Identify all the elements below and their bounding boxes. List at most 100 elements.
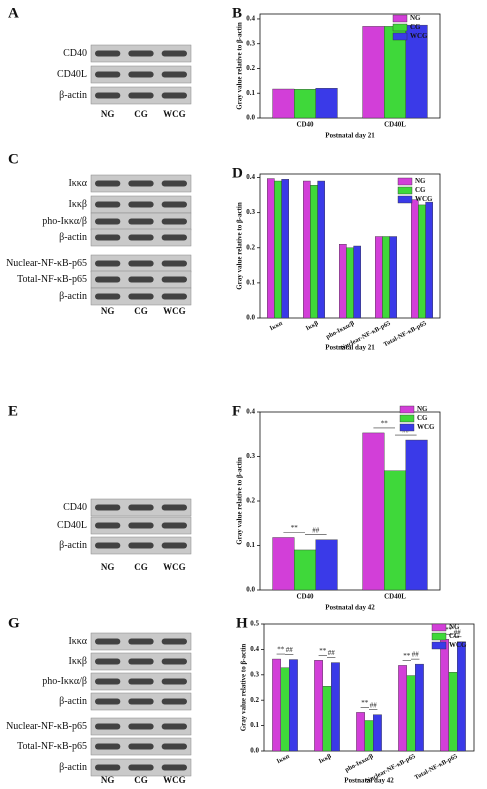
y-axis-label: Gray value relative to β-actin xyxy=(236,457,244,545)
lane-label: WCG xyxy=(163,306,186,316)
blot-band xyxy=(128,180,154,187)
blot-band xyxy=(128,234,154,241)
y-tick-label: 0.5 xyxy=(250,620,259,628)
sig-label: ** xyxy=(277,646,285,654)
sig-label: ## xyxy=(412,651,420,659)
bar xyxy=(389,236,398,319)
blot-band xyxy=(95,723,121,730)
bar xyxy=(317,180,326,319)
bar xyxy=(384,470,407,591)
blot-row-label: CD40 xyxy=(63,502,87,513)
x-axis-label: Postnatal day 21 xyxy=(325,344,375,352)
blot-row-label: Total-NF-κB-p65 xyxy=(17,274,87,285)
blot-band xyxy=(128,71,154,78)
blot-band xyxy=(95,71,121,78)
bar xyxy=(364,720,374,752)
blot-band xyxy=(95,764,121,771)
x-tick-label: pho-Iκκα/β xyxy=(325,320,356,341)
blot-band xyxy=(95,743,121,750)
lane-label: NG xyxy=(101,775,115,785)
blot-band xyxy=(161,218,187,225)
bar xyxy=(425,201,434,319)
blot-band xyxy=(161,764,187,771)
lane-label: NG xyxy=(101,306,115,316)
blot-band xyxy=(128,764,154,771)
legend-label: CG xyxy=(417,414,428,422)
x-tick-label: Iκκβ xyxy=(318,753,333,766)
blot-band xyxy=(128,542,154,549)
blot-row-label: β-actin xyxy=(59,762,87,773)
blot-row-label: CD40 xyxy=(63,48,87,59)
bar xyxy=(346,247,354,319)
panel-letter: H xyxy=(236,615,248,631)
legend-label: NG xyxy=(415,177,426,185)
x-tick-label: Iκκβ xyxy=(305,320,320,333)
blot-band xyxy=(161,234,187,241)
blot-band xyxy=(128,92,154,99)
x-tick-label: CD40L xyxy=(384,121,406,129)
bar xyxy=(448,672,458,752)
legend-label: NG xyxy=(449,623,460,631)
bar xyxy=(356,712,365,752)
sig-label: ## xyxy=(454,628,462,636)
sig-label: ** xyxy=(381,420,389,428)
panel-letter: G xyxy=(8,615,20,631)
y-axis-label: Gray value relative to β-actin xyxy=(236,22,244,110)
blot-band xyxy=(161,293,187,300)
blot-band xyxy=(95,658,121,665)
y-tick-label: 0.2 xyxy=(246,497,255,505)
bar xyxy=(375,236,383,319)
bar xyxy=(274,180,282,319)
lane-label: CG xyxy=(134,775,148,785)
blot-row-label: β-actin xyxy=(59,291,87,302)
lane-label: WCG xyxy=(163,562,186,572)
y-axis-label: Gray value relative to β-actin xyxy=(240,644,248,732)
blot-band xyxy=(161,201,187,208)
blot-band xyxy=(128,276,154,283)
blot-band xyxy=(128,201,154,208)
bar xyxy=(310,185,318,319)
legend-swatch xyxy=(392,23,408,32)
blot-band xyxy=(95,50,121,57)
y-tick-label: 0.0 xyxy=(246,314,255,322)
blot-band xyxy=(161,678,187,685)
lane-label: WCG xyxy=(163,775,186,785)
blot-band xyxy=(161,50,187,57)
x-tick-label: pho-Iκκα/β xyxy=(344,753,375,774)
y-tick-label: 0.1 xyxy=(246,541,255,549)
blot-band xyxy=(161,71,187,78)
blot-band xyxy=(95,638,121,645)
blot-band xyxy=(95,218,121,225)
y-tick-label: 0.3 xyxy=(246,208,255,216)
legend-swatch xyxy=(431,623,447,632)
blot-band xyxy=(161,522,187,529)
blot-row-label: pho-Iκκα/β xyxy=(42,676,87,687)
plot-frame xyxy=(259,13,441,119)
bar xyxy=(415,663,424,752)
sig-label: ## xyxy=(328,649,336,657)
blot-band xyxy=(128,638,154,645)
blot-row-label: CD40L xyxy=(57,69,87,80)
blot-row-label: Nuclear-NF-κB-p65 xyxy=(6,258,87,269)
blot-band xyxy=(161,698,187,705)
legend-label: CG xyxy=(410,23,421,31)
legend-swatch xyxy=(397,186,413,195)
bar xyxy=(272,537,295,591)
x-axis-label: Postnatal day 21 xyxy=(325,132,375,140)
blot-row-label: β-actin xyxy=(59,696,87,707)
y-tick-label: 0.0 xyxy=(246,586,255,594)
legend-swatch xyxy=(397,177,413,186)
blot-band xyxy=(95,92,121,99)
panel-letter: C xyxy=(8,151,19,167)
x-tick-label: Total-NF-κB-p65 xyxy=(413,753,459,782)
blot-band xyxy=(95,678,121,685)
x-tick-label: CD40 xyxy=(296,593,314,601)
y-tick-label: 0.3 xyxy=(246,452,255,460)
bar xyxy=(267,178,275,319)
legend-label: NG xyxy=(410,14,421,22)
blot-band xyxy=(161,92,187,99)
blot-row-label: β-actin xyxy=(59,232,87,243)
x-axis-label: Postnatal day 42 xyxy=(325,604,375,612)
bar xyxy=(272,88,295,119)
sig-label: ** xyxy=(361,699,369,707)
